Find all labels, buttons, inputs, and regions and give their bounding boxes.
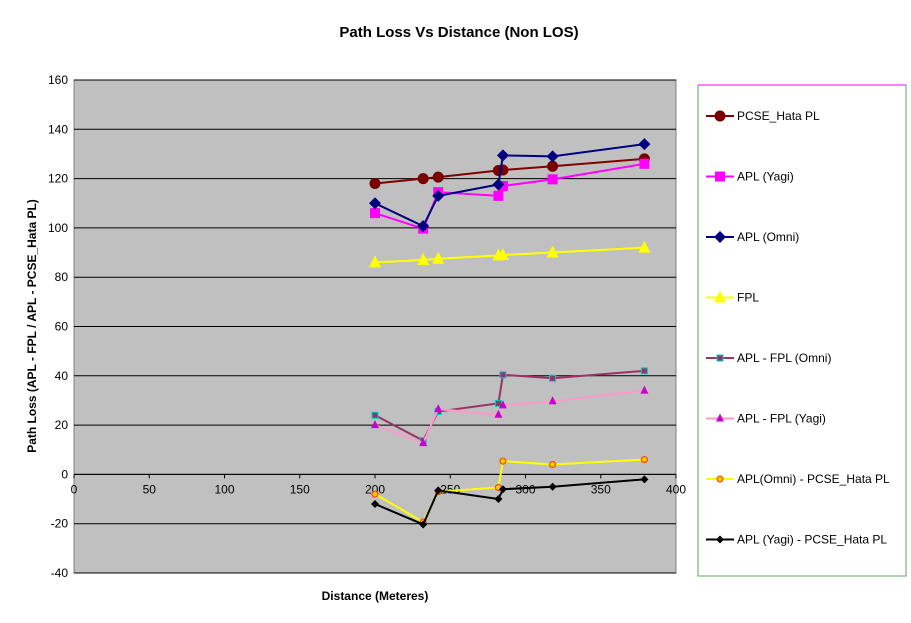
y-tick-label: -20: [51, 517, 69, 531]
data-point: [546, 245, 559, 258]
data-point: [369, 197, 381, 210]
series-apl-yagi-pcse-hata-pl: [371, 475, 649, 529]
y-tick-label: 40: [55, 369, 69, 383]
chart-title: Path Loss Vs Distance (Non LOS): [339, 24, 578, 41]
data-point: [499, 457, 507, 465]
data-point: [419, 520, 428, 529]
legend-item: APL (Omni): [706, 230, 799, 244]
legend-item: APL - FPL (Yagi): [706, 412, 826, 426]
data-point: [419, 438, 428, 447]
data-point: [417, 173, 429, 185]
legend-item: APL - FPL (Omni): [706, 351, 831, 365]
data-point: [640, 475, 649, 484]
data-point: [496, 248, 509, 261]
legend-item: PCSE_Hata PL: [706, 109, 820, 123]
y-tick-label: 140: [48, 122, 68, 136]
x-tick-label: 400: [666, 482, 686, 496]
data-point: [548, 482, 557, 491]
legend-marker-icon: [716, 535, 724, 544]
data-point: [640, 367, 648, 375]
data-point: [369, 178, 381, 190]
data-point: [548, 396, 557, 405]
y-tick-label: 0: [61, 467, 68, 481]
data-point: [371, 420, 379, 429]
data-point: [496, 149, 509, 162]
x-tick-label: 300: [515, 482, 535, 496]
data-point: [498, 400, 507, 409]
legend-marker-icon: [714, 290, 726, 303]
y-tick-label: 100: [48, 221, 68, 235]
data-point: [371, 490, 379, 498]
legend-marker-icon: [714, 110, 726, 122]
y-tick-label: 20: [55, 418, 69, 432]
data-point: [432, 171, 444, 183]
x-tick-label: 0: [71, 482, 78, 496]
legend-label: APL (Yagi) - PCSE_Hata PL: [737, 533, 887, 547]
data-point: [639, 158, 650, 169]
legend: PCSE_Hata PL APL (Yagi) APL (Omni) FPL APL -…: [706, 109, 890, 547]
legend-label: APL (Omni): [737, 230, 799, 244]
data-point: [494, 399, 502, 407]
data-point: [549, 374, 557, 382]
series-apl-omni-: [369, 138, 651, 233]
y-tick-label: 60: [55, 320, 69, 334]
data-point: [434, 404, 443, 413]
data-point: [432, 251, 445, 264]
x-tick-label: 150: [290, 482, 310, 496]
data-point: [640, 456, 648, 464]
legend-item: APL (Yagi): [706, 170, 794, 184]
legend-label: APL (Yagi): [737, 170, 794, 184]
data-point: [547, 174, 558, 185]
legend-item: APL(Omni) - PCSE_Hata PL: [706, 472, 890, 486]
x-tick-label: 200: [365, 482, 385, 496]
x-tick-label: 100: [214, 482, 234, 496]
data-point: [498, 485, 507, 494]
x-tick-label: 50: [143, 482, 157, 496]
y-tick-label: 80: [55, 270, 69, 284]
legend-box: [697, 84, 907, 577]
data-point: [494, 495, 503, 504]
legend-label: APL - FPL (Omni): [737, 351, 831, 365]
data-point: [499, 371, 507, 379]
data-point: [638, 240, 651, 253]
data-point: [547, 160, 559, 172]
legend-label: APL(Omni) - PCSE_Hata PL: [737, 472, 890, 486]
data-point: [549, 461, 557, 469]
legend-marker-icon: [716, 475, 724, 483]
y-tick-label: -40: [51, 566, 69, 580]
legend-item: FPL: [706, 290, 759, 305]
data-point: [369, 255, 381, 268]
legend-marker-icon: [715, 171, 725, 182]
data-point: [371, 499, 379, 508]
series-apl-fpl-yagi-: [371, 385, 649, 447]
x-axis-label: Distance (Meteres): [322, 589, 429, 603]
data-point: [371, 411, 379, 419]
legend-item: APL (Yagi) - PCSE_Hata PL: [706, 533, 887, 547]
data-point: [417, 220, 430, 233]
data-point: [417, 252, 430, 265]
data-point: [640, 385, 649, 394]
data-point: [638, 138, 651, 151]
data-point: [492, 178, 505, 191]
y-tick-label: 120: [48, 172, 68, 186]
legend-marker-icon: [714, 231, 726, 243]
data-point: [493, 190, 504, 201]
y-axis-label: Path Loss (APL - FPL / APL - PCSE_Hata P…: [25, 199, 39, 453]
data-point: [370, 208, 380, 219]
data-point: [432, 189, 445, 202]
series-fpl: [369, 240, 651, 268]
legend-label: PCSE_Hata PL: [737, 109, 820, 123]
data-point: [494, 409, 503, 418]
data-point: [434, 486, 443, 495]
legend-label: APL - FPL (Yagi): [737, 412, 826, 426]
y-tick-label: 160: [48, 73, 68, 87]
legend-marker-icon: [716, 354, 724, 362]
legend-marker-icon: [716, 413, 724, 422]
data-point: [546, 150, 559, 163]
x-tick-label: 350: [591, 482, 611, 496]
legend-label: FPL: [737, 291, 759, 305]
